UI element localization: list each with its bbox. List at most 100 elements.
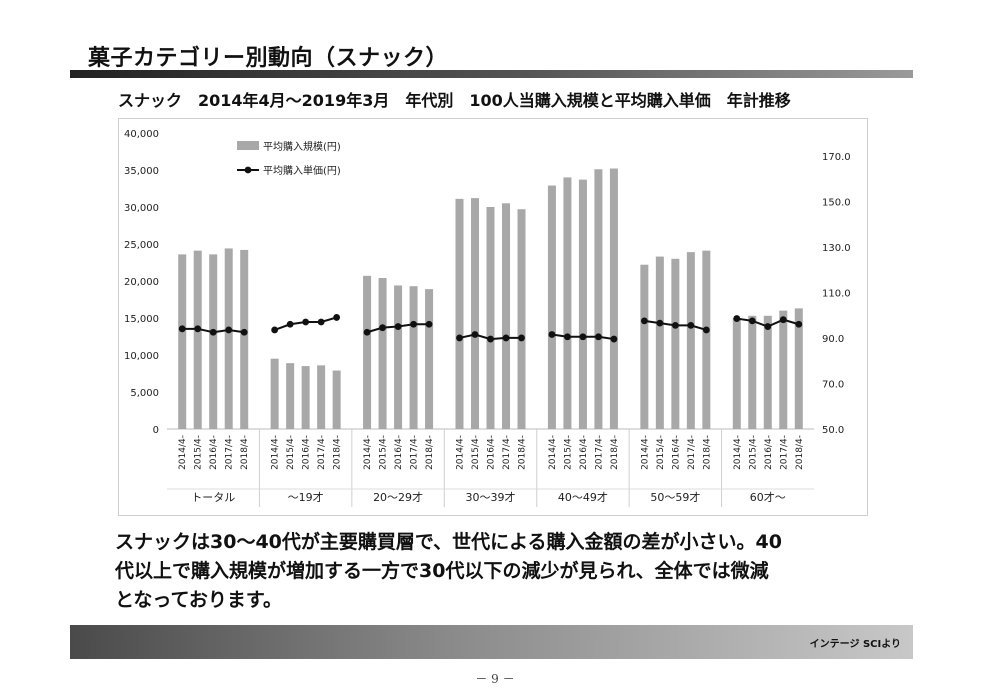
x-tick-label: 2017/4- — [594, 435, 604, 470]
line-point — [595, 333, 602, 341]
y-right-tick-label: 170.0 — [822, 152, 851, 163]
legend-line-marker — [244, 166, 252, 174]
bar — [317, 365, 326, 429]
x-tick-label: 2016/4- — [764, 435, 774, 470]
bar — [794, 308, 803, 429]
bar — [547, 185, 556, 429]
x-tick-label: 2018/4- — [610, 435, 620, 470]
x-tick-label: 2016/4- — [671, 435, 681, 470]
x-tick-label: 2017/4- — [410, 435, 420, 470]
x-tick-label: 2017/4- — [687, 435, 697, 470]
x-tick-label: 2017/4- — [779, 435, 789, 470]
x-tick-label: 2014/4- — [271, 435, 281, 470]
x-tick-label: 2015/4- — [563, 435, 573, 470]
y-right-tick-label: 70.0 — [822, 379, 844, 390]
combo-chart: 0 5,000 10,000 15,000 20,000 25,000 30,000 35,0… — [124, 129, 851, 507]
bar — [286, 363, 295, 429]
line-point — [487, 335, 494, 343]
bar — [224, 248, 233, 429]
y-left-tick-label: 0 — [153, 425, 159, 436]
y-left-tick-label: 40,000 — [124, 129, 159, 140]
x-tick-label: 2016/4- — [579, 435, 589, 470]
bar — [502, 203, 510, 429]
line-point — [363, 328, 371, 336]
line-point — [178, 325, 186, 333]
x-tick-label: 2016/4- — [302, 435, 312, 470]
y-left-tick-label: 5,000 — [130, 388, 159, 399]
x-tick-label: 2014/4- — [548, 435, 558, 470]
bar — [686, 252, 695, 429]
y-left-tick-label: 10,000 — [124, 351, 159, 362]
legend-line-label: 平均購入単価(円) — [263, 164, 341, 177]
bar — [471, 198, 479, 429]
x-tick-label: 2018/4- — [518, 435, 528, 470]
line-point — [502, 334, 510, 342]
legend-bar-label: 平均購入規模(円) — [263, 140, 341, 153]
line-point — [333, 314, 341, 321]
line-point — [225, 326, 233, 334]
line-point — [640, 317, 648, 325]
line-point — [394, 323, 402, 330]
x-tick-label: 2014/4- — [640, 435, 650, 470]
group-label: 20～29才 — [373, 490, 423, 504]
bar — [363, 275, 372, 429]
x-tick-label: 2016/4- — [394, 435, 404, 470]
line-point — [456, 334, 463, 342]
line-point — [240, 328, 248, 336]
source-note: インテージ SCIより — [809, 639, 901, 650]
bar — [209, 254, 218, 429]
x-tick-label: 2018/4- — [425, 435, 435, 470]
x-tick-label: 2015/4- — [471, 435, 481, 470]
summary-line-1: スナックは30～40代が主要購買層で、世代による購入金額の差が小さい。40 — [115, 531, 782, 553]
bar — [193, 250, 202, 429]
bar — [640, 264, 649, 429]
y-right-tick-label: 90.0 — [822, 334, 844, 345]
line-point — [518, 334, 525, 342]
line-point — [671, 322, 679, 329]
bar — [394, 285, 403, 429]
y-left-tick-label: 25,000 — [124, 240, 159, 251]
y-right-tick-label: 130.0 — [822, 243, 851, 254]
group-label: ～19才 — [288, 490, 324, 504]
line-point — [656, 319, 664, 327]
bar — [763, 315, 772, 429]
line-point — [687, 322, 695, 329]
group-label: トータル — [191, 491, 235, 504]
group-label: 50～59才 — [650, 490, 700, 504]
legend-bar-swatch — [237, 141, 259, 150]
bar — [609, 168, 618, 429]
line-point — [548, 331, 556, 338]
bar — [425, 289, 434, 429]
bar — [563, 177, 572, 429]
y-left-tick-label: 30,000 — [124, 203, 159, 214]
x-tick-label: 2015/4- — [286, 435, 296, 470]
bar — [702, 250, 711, 429]
chart-title: スナック 2014年4月～2019年3月 年代別 100人当購入規模と平均購入単… — [118, 91, 791, 110]
y-left-tick-label: 35,000 — [124, 166, 159, 177]
bar — [655, 256, 664, 429]
x-tick-label: 2018/4- — [702, 435, 712, 470]
page-title: 菓子カテゴリー別動向（スナック） — [88, 46, 449, 71]
x-tick-label: 2018/4- — [333, 435, 343, 470]
bar — [671, 258, 680, 429]
line-point — [733, 315, 741, 322]
summary-line-2: 代以上で購入規模が増加する一方で30代以下の減少が見られ、全体では微減 — [115, 560, 769, 582]
summary-line-3: となっております。 — [115, 589, 283, 611]
bar — [270, 358, 279, 429]
y-left-tick-label: 20,000 — [124, 277, 159, 288]
summary-text: スナックは30～40代が主要購買層で、世代による購入金額の差が小さい。40 代以… — [115, 528, 905, 615]
bar — [178, 254, 187, 429]
bar — [594, 169, 603, 429]
line-point — [317, 318, 325, 326]
x-tick-label: 2016/4- — [487, 435, 497, 470]
x-tick-label: 2017/4- — [317, 435, 327, 470]
line-point — [209, 328, 217, 336]
page-number: － 9 － — [475, 672, 515, 686]
line-point — [471, 331, 479, 338]
x-tick-label: 2018/4- — [240, 435, 250, 470]
x-tick-label: 2018/4- — [795, 435, 805, 470]
group-label: 40～49才 — [558, 490, 608, 504]
line-point — [271, 326, 279, 334]
bar — [517, 209, 526, 429]
bar — [486, 207, 495, 429]
